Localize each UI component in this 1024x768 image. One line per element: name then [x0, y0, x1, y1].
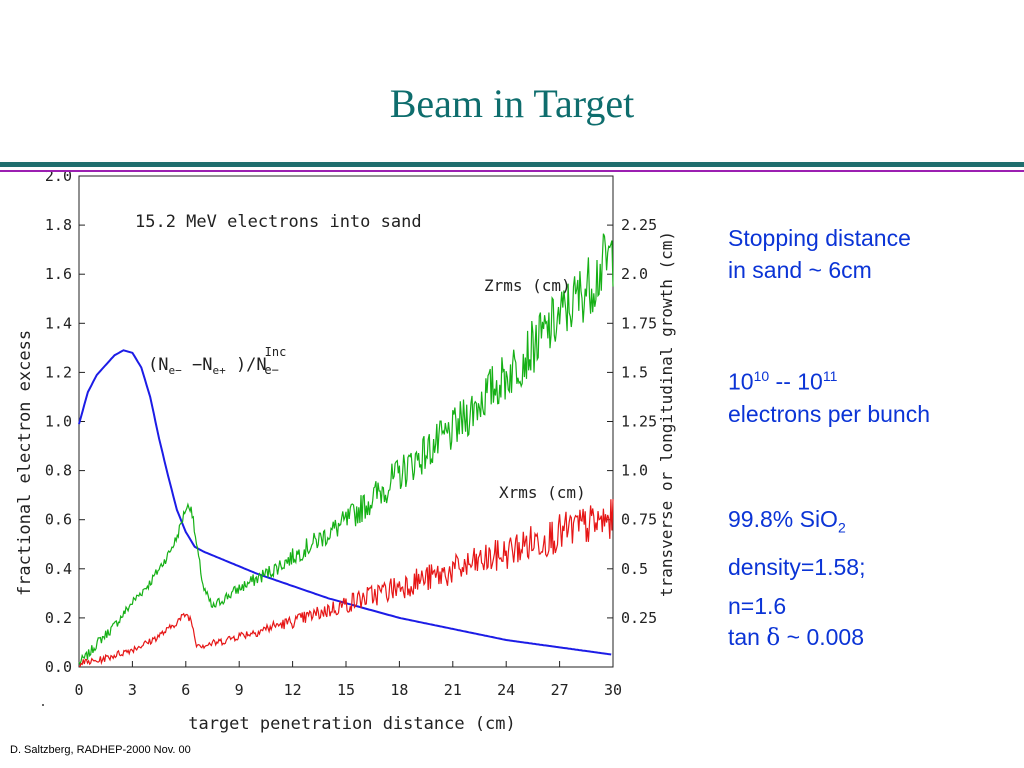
slide-footer: D. Saltzberg, RADHEP-2000 Nov. 00: [10, 744, 191, 756]
left-tick-label: 1.2: [45, 363, 72, 381]
left-tick-label: 0.0: [45, 658, 72, 676]
left-tick-label: 0.4: [45, 560, 72, 578]
xrms-series-line: [79, 499, 614, 667]
right-tick-label: 2.25: [621, 216, 657, 234]
right-axis-label: transverse or longitudinal growth (cm): [657, 231, 676, 597]
composition-note: 99.8% SiO2 density=1.58; n=1.6 tan δ ~ 0…: [728, 500, 865, 658]
zrms-series-line: [78, 233, 614, 666]
right-tick-label: 1.75: [621, 314, 657, 332]
slide-title: Beam in Target: [389, 81, 635, 126]
zrms-label: Zrms (cm): [484, 276, 571, 295]
right-tick-label: 0.5: [621, 560, 648, 578]
index-line: n=1.6: [728, 592, 787, 619]
left-axis-label: fractional electron excess: [15, 330, 35, 596]
left-tick-label: 1.4: [45, 314, 72, 332]
series-layer: [78, 233, 614, 667]
title-divider-accent: [0, 170, 1024, 172]
plot-frame: [78, 175, 614, 668]
stopping-line-2: in sand ~ 6cm: [728, 257, 872, 283]
x-tick-label: 12: [284, 681, 302, 699]
xrms-label: Xrms (cm): [499, 483, 586, 502]
right-tick-label: 1.5: [621, 363, 648, 381]
left-tick-label: 1.6: [45, 265, 72, 283]
x-axis-ticks: 0 3 6 9 12 15 18 21 24 27 30: [74, 661, 622, 699]
x-tick-label: 21: [444, 681, 462, 699]
x-axis-label: target penetration distance (cm): [188, 714, 516, 734]
x-tick-label: 9: [235, 681, 244, 699]
right-tick-label: 2.0: [621, 265, 648, 283]
stopping-note: Stopping distance in sand ~ 6cm: [728, 222, 911, 286]
x-tick-label: 3: [128, 681, 137, 699]
right-axis-ticks: 0.25 0.5 0.75 1.0 1.25 1.5 1.75 2.0 2.25: [607, 216, 657, 627]
x-tick-label: 0: [74, 681, 83, 699]
x-tick-label: 27: [551, 681, 569, 699]
left-tick-label: 1.0: [45, 413, 72, 431]
title-divider: [0, 162, 1024, 167]
right-tick-label: 1.0: [621, 462, 648, 480]
x-tick-label: 6: [181, 681, 190, 699]
left-tick-label: 0.6: [45, 511, 72, 529]
chart-annotation: 15.2 MeV electrons into sand: [135, 212, 422, 232]
left-tick-label: 2.0: [45, 172, 72, 185]
right-tick-label: 1.25: [621, 413, 657, 431]
right-tick-label: 0.25: [621, 609, 657, 627]
x-tick-label: 18: [390, 681, 408, 699]
right-tick-label: 0.75: [621, 511, 657, 529]
stopping-line-1: Stopping distance: [728, 225, 911, 251]
left-axis-ticks: 0.0 0.2 0.4 0.6 0.8 1.0 1.2 1.4 1.6 1.8 2.0: [45, 172, 85, 676]
electrons-line-1: 1010 -- 1011: [728, 368, 838, 395]
left-tick-label: 1.8: [45, 216, 72, 234]
left-tick-label: 0.2: [45, 609, 72, 627]
electrons-line-2: electrons per bunch: [728, 400, 931, 427]
x-tick-label: 15: [337, 681, 355, 699]
x-tick-label: 24: [497, 681, 515, 699]
penetration-chart: 0 3 6 9 12 15 18 21 24 27 30 0.0 0.2 0.4 0.6 0.8 1.0 1.2…: [15, 172, 676, 734]
fraction-series-line: [78, 349, 612, 656]
loss-tangent-line: tan δ ~ 0.008: [728, 623, 865, 651]
density-line: density=1.58;: [728, 553, 866, 580]
electrons-note: 1010 -- 1011 electrons per bunch: [728, 360, 930, 430]
fraction-label: (Ne− −Ne+ )/NInc e−: [148, 345, 286, 377]
stray-dot: [42, 704, 44, 706]
composition-line: 99.8% SiO2: [728, 506, 846, 536]
left-tick-label: 0.8: [45, 462, 72, 480]
x-tick-label: 30: [604, 681, 622, 699]
